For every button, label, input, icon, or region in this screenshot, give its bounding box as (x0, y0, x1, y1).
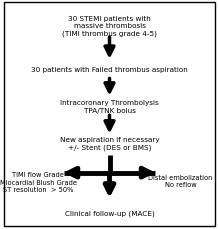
Text: New aspiration if necessary
+/- Stent (DES or BMS): New aspiration if necessary +/- Stent (D… (60, 136, 159, 150)
Text: Clinical follow-up (MACE): Clinical follow-up (MACE) (65, 209, 154, 216)
Text: Intracoronary Thrombolysis
TPA/TNK bolus: Intracoronary Thrombolysis TPA/TNK bolus (60, 100, 159, 113)
Text: Distal embolization
No reflow: Distal embolization No reflow (148, 174, 213, 188)
Text: 30 STEMI patients with
massive thrombosis
(TIMI thrombus grade 4-5): 30 STEMI patients with massive thrombosi… (62, 16, 157, 37)
Text: TIMI flow Grade
Miocardial Blush Grade
ST resolution  > 50%: TIMI flow Grade Miocardial Blush Grade S… (0, 172, 77, 193)
Text: 30 patients with Failed thrombus aspiration: 30 patients with Failed thrombus aspirat… (31, 67, 188, 73)
